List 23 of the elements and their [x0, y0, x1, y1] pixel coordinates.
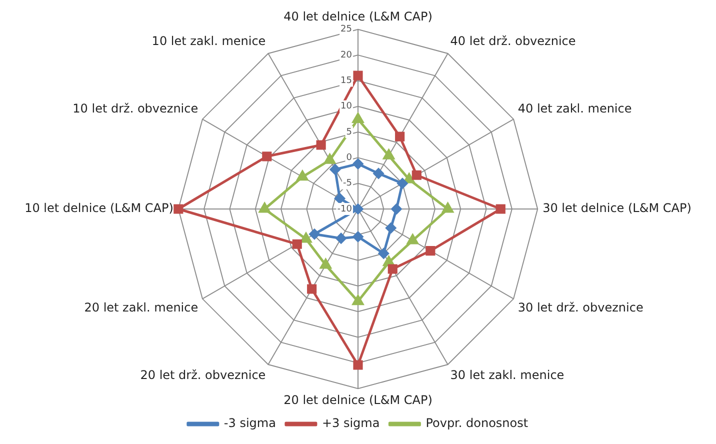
- spoke-label: 10 let drž. obveznice: [72, 102, 198, 116]
- legend-label: +3 sigma: [322, 416, 380, 430]
- spoke-label: 20 let zakl. menice: [84, 300, 198, 315]
- spoke-label: 40 let zakl. menice: [518, 102, 632, 116]
- legend-label: Povpr. donosnost: [426, 416, 528, 430]
- legend-label: -3 sigma: [224, 416, 276, 430]
- y-tick-label: -5: [343, 178, 352, 189]
- spoke-label: 30 let drž. obveznice: [518, 300, 644, 315]
- spoke-label: 20 let drž. obveznice: [140, 368, 266, 382]
- spoke-label: 10 let zakl. menice: [152, 34, 266, 48]
- y-tick-label: 10: [340, 102, 352, 112]
- y-tick-label: -10: [337, 204, 352, 214]
- spoke-label: 40 let drž. obveznice: [450, 34, 576, 48]
- y-tick-label: 25: [340, 24, 352, 35]
- spoke-label: 30 let delnice (L&M CAP): [542, 201, 692, 216]
- spoke-label: 10 let delnice (L&M CAP): [24, 201, 174, 216]
- spoke-label: 40 let delnice (L&M CAP): [284, 9, 432, 24]
- spoke-label: 30 let zakl. menice: [450, 368, 564, 382]
- y-tick-label: 15: [340, 76, 352, 86]
- y-tick-label: 0: [346, 153, 352, 164]
- spoke-label: 20 let delnice (L&M CAP): [284, 392, 432, 407]
- y-tick-label: 20: [340, 50, 352, 60]
- y-tick-label: 5: [346, 127, 352, 138]
